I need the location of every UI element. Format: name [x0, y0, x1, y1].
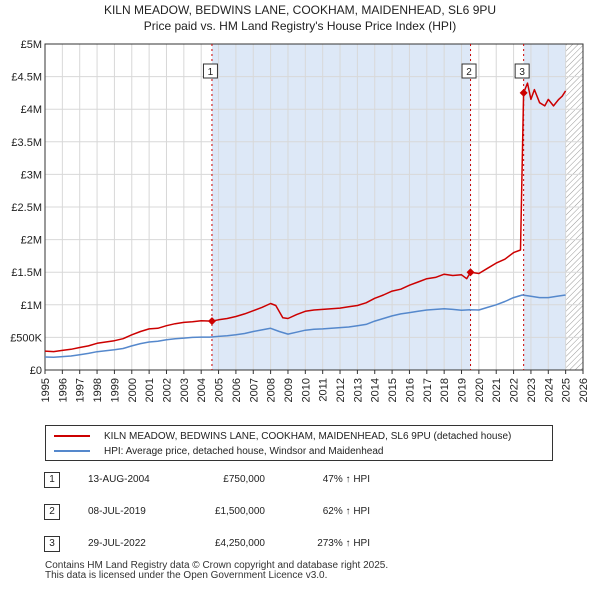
chart-title: KILN MEADOW, BEDWINS LANE, COOKHAM, MAID… [103, 3, 497, 17]
x-tick-label: 2020 [474, 378, 486, 402]
sale-number: 2 [44, 504, 60, 520]
sale-annotation-label: 1 [208, 67, 214, 78]
footer-attribution: Contains HM Land Registry data © Crown c… [45, 561, 388, 581]
footer-line-2: This data is licensed under the Open Gov… [45, 570, 328, 581]
y-tick-label: £0 [30, 365, 42, 377]
x-tick-label: 1997 [75, 378, 87, 402]
sale-price: £4,250,000 [214, 538, 265, 549]
sale-annotation-box [514, 63, 530, 79]
x-tick-label: 2006 [231, 378, 243, 402]
y-tick-label: £4.5M [11, 72, 42, 84]
legend-property-line [54, 435, 90, 437]
sale-price: £1,500,000 [214, 506, 265, 517]
sale-annotation-label: 3 [519, 67, 525, 78]
x-tick-label: 1998 [92, 378, 104, 402]
x-tick-label: 2013 [352, 378, 364, 402]
sale-row: 1 13-AUG-2004 £750,000 47% ↑ HPI [0, 472, 600, 490]
x-tick-label: 2012 [335, 378, 347, 402]
x-tick-label: 2002 [161, 378, 173, 402]
series-line-hpi [44, 294, 566, 359]
x-tick-label: 2000 [127, 378, 139, 402]
sale-number: 1 [44, 472, 60, 488]
x-tick-label: 1999 [109, 378, 121, 402]
sale-price: £750,000 [223, 474, 265, 485]
x-tick-label: 2008 [266, 378, 278, 402]
y-tick-label: £1.5M [11, 267, 42, 279]
x-tick-label: 2009 [283, 378, 295, 402]
sale-hpi-change: 47% ↑ HPI [322, 474, 370, 485]
x-tick-label: 2010 [300, 378, 312, 402]
x-tick-label: 2016 [404, 378, 416, 402]
chart-legend: KILN MEADOW, BEDWINS LANE, COOKHAM, MAID… [45, 425, 553, 461]
legend-property-label: KILN MEADOW, BEDWINS LANE, COOKHAM, MAID… [104, 430, 512, 442]
x-tick-label: 2015 [387, 378, 399, 402]
sale-row: 2 08-JUL-2019 £1,500,000 62% ↑ HPI [0, 504, 600, 522]
sale-hpi-change: 62% ↑ HPI [322, 506, 370, 517]
y-tick-label: £2.5M [11, 202, 42, 214]
sale-annotation-box [202, 63, 218, 79]
x-tick-label: 2025 [561, 378, 573, 402]
x-tick-label: 1996 [57, 378, 69, 402]
x-tick-label: 2005 [214, 378, 226, 402]
x-tick-label: 2024 [543, 378, 555, 402]
x-tick-label: 2018 [439, 378, 451, 402]
x-tick-label: 2001 [144, 378, 156, 402]
y-tick-label: £500K [10, 332, 42, 344]
y-tick-label: £1M [21, 300, 42, 312]
sale-point [466, 268, 475, 277]
plot-frame [44, 43, 584, 371]
legend-hpi-label: HPI: Average price, detached house, Wind… [104, 445, 384, 457]
sale-date: 13-AUG-2004 [88, 474, 150, 485]
sale-date: 08-JUL-2019 [88, 506, 146, 517]
x-tick-label: 2011 [318, 378, 330, 402]
y-tick-label: £3M [21, 169, 42, 181]
sale-hpi-change: 273% ↑ HPI [317, 538, 370, 549]
sale-number: 3 [44, 536, 60, 552]
legend-hpi-line [54, 450, 90, 452]
sale-annotation-box [461, 63, 477, 79]
chart-subtitle: Price paid vs. HM Land Registry's House … [143, 19, 457, 33]
x-tick-label: 2017 [422, 378, 434, 402]
x-tick-label: 2007 [248, 378, 260, 402]
y-tick-label: £4M [21, 104, 42, 116]
x-tick-label: 2026 [578, 378, 590, 402]
footer-line-1: Contains HM Land Registry data © Crown c… [45, 560, 389, 571]
x-tick-label: 2014 [370, 378, 382, 402]
x-tick-label: 2004 [196, 378, 208, 402]
price-chart: £0 £500K £1M £1.5M £2M £2.5M £3M £3.5M £4M £4.5M £… [10, 39, 590, 402]
sale-annotation-label: 2 [466, 67, 472, 78]
x-tick-label: 2019 [457, 378, 469, 402]
y-tick-label: £5M [21, 39, 42, 51]
x-tick-label: 1995 [40, 378, 52, 402]
x-tick-label: 2003 [179, 378, 191, 402]
x-tick-label: 2023 [526, 378, 538, 402]
series-line-property [44, 82, 567, 353]
legend-item-property: KILN MEADOW, BEDWINS LANE, COOKHAM, MAID… [54, 429, 511, 443]
sale-row: 3 29-JUL-2022 £4,250,000 273% ↑ HPI [0, 536, 600, 554]
sale-date: 29-JUL-2022 [88, 538, 146, 549]
y-tick-label: £2M [21, 235, 42, 247]
y-tick-label: £3.5M [11, 137, 42, 149]
x-tick-label: 2021 [491, 378, 503, 402]
x-tick-label: 2022 [509, 378, 521, 402]
legend-item-hpi: HPI: Average price, detached house, Wind… [54, 444, 383, 458]
sale-point [207, 317, 216, 326]
sale-point [519, 88, 528, 97]
